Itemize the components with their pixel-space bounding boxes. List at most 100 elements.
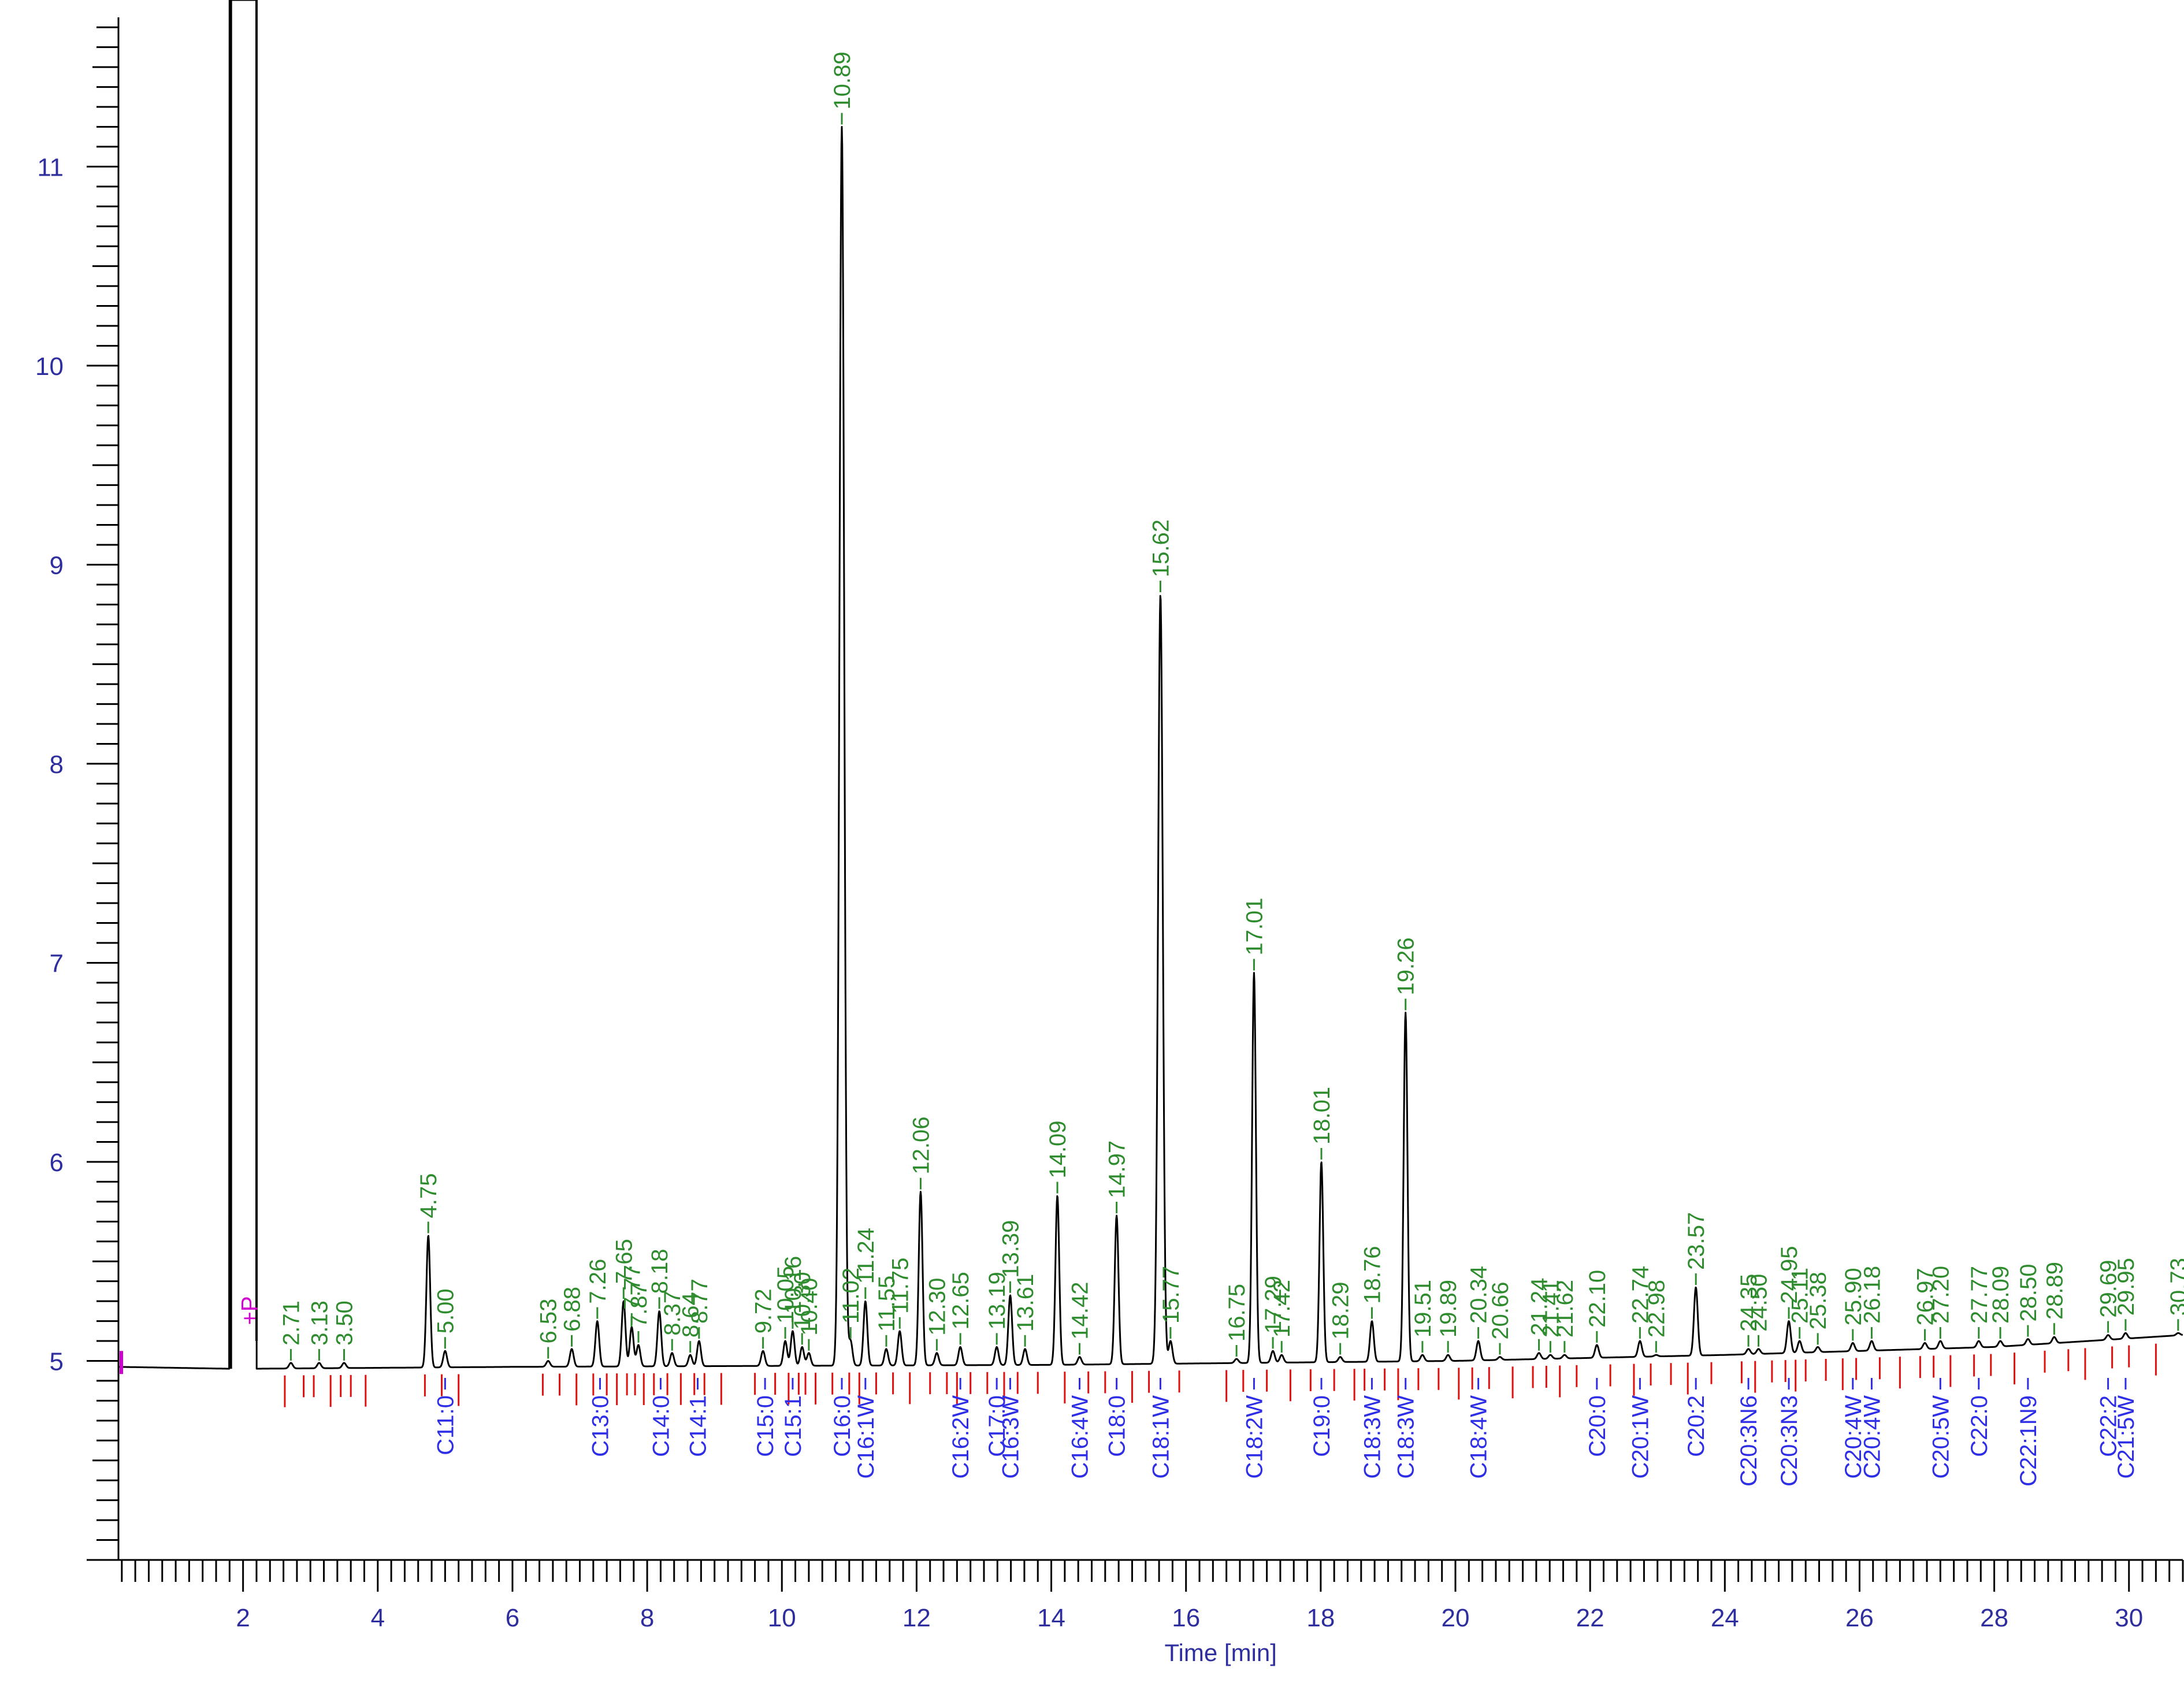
peak-label: 10.30 (790, 1272, 815, 1329)
component-label: C20:3N6 (1736, 1395, 1762, 1487)
peak-label: 8.37 (660, 1291, 685, 1336)
component-label: C18:1W (1148, 1395, 1173, 1479)
component-label: C20:4W (1859, 1395, 1885, 1479)
peak-label: 28.09 (1988, 1266, 2014, 1324)
component-label: C14:0 (648, 1395, 674, 1457)
peak-label: 13.61 (1013, 1274, 1038, 1332)
component-label: C20:3N3 (1777, 1395, 1802, 1487)
component-label: C20:0 (1585, 1395, 1610, 1457)
y-tick-label: 7 (50, 949, 64, 978)
y-tick-label: 9 (50, 551, 64, 579)
component-label: C22:2 (2096, 1395, 2122, 1457)
peak-label: 24.95 (1777, 1246, 1802, 1303)
component-labels-group: C11:0 C13:0 C14:0 C14:1 C15:0 C15:1 C16:0C16:1… (433, 1378, 2139, 1487)
peak-label: 2.71 (278, 1301, 304, 1346)
peak-label: 10.05 (773, 1266, 798, 1324)
peak-label: 13.39 (998, 1220, 1023, 1278)
trace-group: +P (118, 0, 2183, 1374)
peak-label: 14.97 (1105, 1140, 1130, 1198)
baseline-marks-group (284, 1343, 2157, 1407)
x-tick-label: 4 (371, 1604, 385, 1632)
peak-label: 11.02 (838, 1268, 864, 1324)
x-tick-label: 18 (1306, 1604, 1335, 1632)
peak-label: 11.75 (887, 1258, 913, 1314)
peak-label: 7.87 (626, 1283, 652, 1328)
peak-label: 17.01 (1242, 898, 1267, 956)
peak-label: 10.89 (830, 51, 855, 109)
peak-label: 4.75 (416, 1173, 441, 1218)
peak-label: 20.66 (1488, 1281, 1513, 1339)
component-label: C18:3W (1360, 1395, 1385, 1479)
peak-label: 13.19 (985, 1272, 1010, 1329)
peak-label: 23.57 (1684, 1212, 1709, 1270)
peak-label: 12.65 (948, 1272, 974, 1329)
peak-label: 14.42 (1068, 1281, 1093, 1339)
peak-label: 10.40 (797, 1278, 822, 1336)
peak-label: 6.88 (560, 1287, 585, 1332)
y-tick-label: 5 (50, 1347, 64, 1376)
x-tick-label: 26 (1845, 1604, 1874, 1632)
component-label: C18:2W (1242, 1395, 1267, 1479)
x-tick-label: 30 (2115, 1604, 2143, 1632)
peak-label: 6.53 (536, 1299, 562, 1344)
component-label: C16:0 (830, 1395, 855, 1457)
peak-label: 9.72 (751, 1288, 777, 1333)
peak-label: 26.18 (1859, 1266, 1885, 1324)
component-label: C16:3W (998, 1395, 1023, 1479)
peak-label: 10.16 (781, 1256, 806, 1314)
component-label: C15:1 (781, 1395, 806, 1457)
peak-label: 28.50 (2016, 1264, 2041, 1321)
x-tick-label: 20 (1442, 1604, 1470, 1632)
peak-label: 11.55 (874, 1276, 900, 1332)
y-tick-label: 10 (35, 352, 64, 381)
component-label: C18:4W (1466, 1395, 1492, 1479)
peak-label: 18.01 (1309, 1087, 1335, 1145)
peak-label: 26.97 (1913, 1268, 1938, 1325)
peak-label: 17.29 (1261, 1276, 1286, 1333)
component-label: C18:0 (1105, 1395, 1130, 1457)
peak-label: 18.76 (1360, 1246, 1385, 1303)
peak-label: 19.26 (1394, 937, 1419, 995)
peak-label: 22.98 (1644, 1280, 1669, 1338)
peak-label: 16.75 (1224, 1284, 1250, 1342)
component-label: C16:4W (1068, 1395, 1093, 1479)
injection-marker-label: +P (237, 1296, 263, 1325)
peak-label: 29.69 (2096, 1260, 2122, 1318)
peak-label: 7.65 (611, 1239, 637, 1284)
peak-label: 21.24 (1527, 1278, 1552, 1336)
peak-label: 22.10 (1585, 1270, 1610, 1328)
peak-label: 18.29 (1328, 1281, 1354, 1339)
component-label: C13:0 (588, 1395, 614, 1457)
peak-label: 7.26 (585, 1259, 611, 1304)
component-label: C22:0 (1967, 1395, 1992, 1457)
x-tick-label: 10 (768, 1604, 796, 1632)
component-label: C15:0 (753, 1395, 778, 1457)
x-axis-title: Time [min] (1164, 1639, 1276, 1666)
component-label: C19:0 (1309, 1395, 1335, 1457)
y-tick-label: 8 (50, 751, 64, 779)
component-label: C11:0 (433, 1395, 458, 1455)
component-label: C16:2W (948, 1395, 974, 1479)
peak-label: 8.77 (687, 1279, 712, 1324)
peak-label: 20.34 (1466, 1266, 1492, 1324)
peak-label: 5.00 (433, 1288, 458, 1333)
peak-label: 24.50 (1747, 1274, 1772, 1332)
peak-label: 27.20 (1928, 1266, 1953, 1324)
component-label: C20:2 (1684, 1395, 1709, 1457)
chromatogram-trace (118, 0, 2183, 1370)
peak-label: 14.09 (1045, 1120, 1071, 1178)
peak-label: 29.95 (2114, 1258, 2139, 1316)
x-tick-label: 2 (236, 1604, 250, 1632)
start-marker (120, 1351, 123, 1374)
peak-label: 11.24 (853, 1228, 879, 1284)
peak-label: 12.06 (908, 1117, 934, 1175)
component-label: C18:3W (1394, 1395, 1419, 1479)
x-tick-label: 28 (1980, 1604, 2008, 1632)
peak-label: 12.30 (924, 1278, 950, 1336)
peak-label: 17.42 (1269, 1280, 1295, 1338)
y-tick-label: 11 (37, 153, 64, 181)
peak-label: 3.13 (307, 1301, 332, 1346)
peak-label: 7.77 (619, 1265, 645, 1310)
